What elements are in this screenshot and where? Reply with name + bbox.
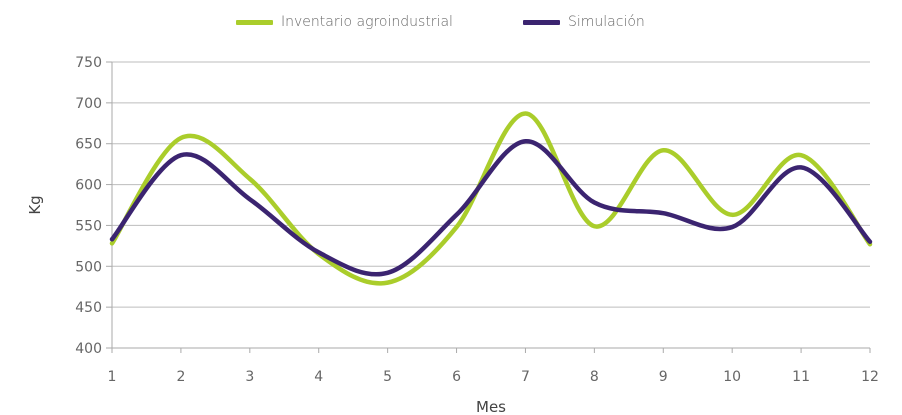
x-tick-label: 5: [383, 369, 392, 385]
x-tick-label: 4: [314, 369, 323, 385]
x-tick-label: 8: [590, 369, 599, 385]
x-tick-label: 6: [452, 369, 461, 385]
y-axis-title: Kg: [26, 195, 44, 214]
x-tick-label: 2: [176, 369, 185, 385]
x-tick-label: 10: [723, 369, 741, 385]
y-tick-label: 450: [75, 300, 102, 316]
y-tick-label: 550: [75, 218, 102, 234]
series-line-simulacion: [109, 139, 873, 277]
legend: Inventario agroindustrial Simulación: [0, 9, 902, 35]
legend-swatch-inventario: [236, 19, 273, 25]
y-tick-label: 400: [75, 341, 102, 357]
legend-item-inventario: Inventario agroindustrial: [236, 9, 453, 35]
series-line-inventario: [109, 111, 873, 286]
x-tick-label: 9: [659, 369, 668, 385]
x-tick-label: 3: [245, 369, 254, 385]
legend-swatch-simulacion: [523, 19, 560, 25]
y-tick-label: 700: [75, 96, 102, 112]
x-tick-label: 12: [861, 369, 879, 385]
y-tick-label: 750: [75, 55, 102, 71]
legend-item-simulacion: Simulación: [523, 9, 645, 35]
y-tick-label: 650: [75, 137, 102, 153]
gridlines: [112, 61, 870, 308]
x-tick-label: 11: [792, 369, 810, 385]
legend-label-inventario: Inventario agroindustrial: [281, 14, 453, 30]
series-lines: [109, 111, 873, 286]
legend-label-simulacion: Simulación: [568, 14, 645, 30]
x-tick-label: 7: [521, 369, 530, 385]
x-axis-title: Mes: [476, 398, 506, 415]
x-tick-label: 1: [108, 369, 117, 385]
y-tick-label: 600: [75, 178, 102, 194]
axes: [106, 61, 871, 353]
y-tick-label: 500: [75, 259, 102, 275]
